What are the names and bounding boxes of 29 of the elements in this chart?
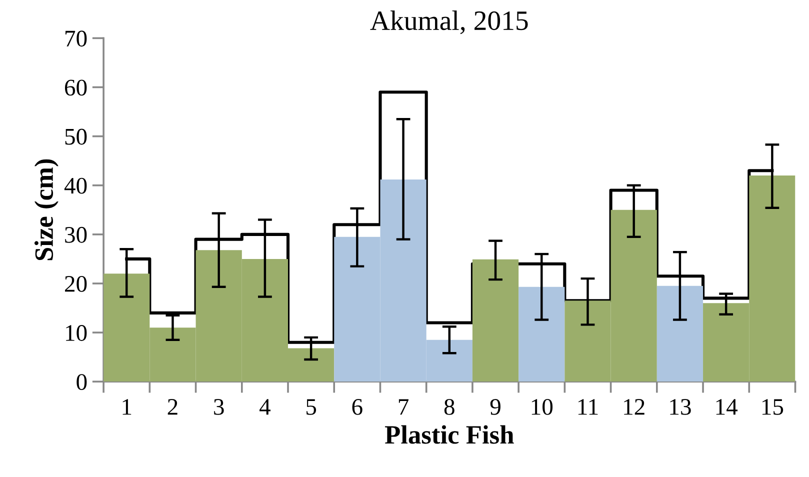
y-tick-label: 10 — [66, 325, 87, 341]
x-tick-label: 11 — [578, 399, 598, 415]
bar — [472, 259, 519, 382]
x-tick-label: 8 — [444, 398, 454, 415]
y-tick-label: 0 — [76, 374, 87, 390]
x-tick-label: 4 — [260, 399, 270, 415]
chart-title: Akumal, 2015 — [370, 10, 528, 34]
y-tick-label: 50 — [65, 128, 87, 145]
x-tick-label: 12 — [624, 399, 644, 415]
x-tick-label: 5 — [306, 399, 316, 415]
x-tick-label: 2 — [168, 399, 178, 415]
x-tick-label: 13 — [670, 399, 691, 415]
y-tick-label: 30 — [65, 226, 87, 243]
x-tick-label: 7 — [398, 399, 409, 415]
x-tick-label: 9 — [490, 399, 500, 415]
x-tick-label: 10 — [532, 398, 553, 415]
x-tick-label: 3 — [214, 399, 224, 415]
bar — [518, 286, 565, 382]
y-tick-label: 20 — [65, 276, 87, 292]
y-axis-title: Size (cm) — [34, 159, 58, 260]
y-tick-label: 40 — [64, 178, 87, 194]
x-axis-title: Plastic Fish — [384, 425, 514, 444]
x-tick-label: 15 — [762, 399, 784, 415]
x-tick-label: 1 — [122, 399, 132, 415]
y-tick-label: 70 — [66, 30, 87, 47]
y-tick-label: 60 — [64, 80, 87, 96]
x-tick-label: 14 — [716, 399, 738, 415]
bar — [656, 286, 704, 382]
x-tick-label: 6 — [352, 399, 362, 415]
